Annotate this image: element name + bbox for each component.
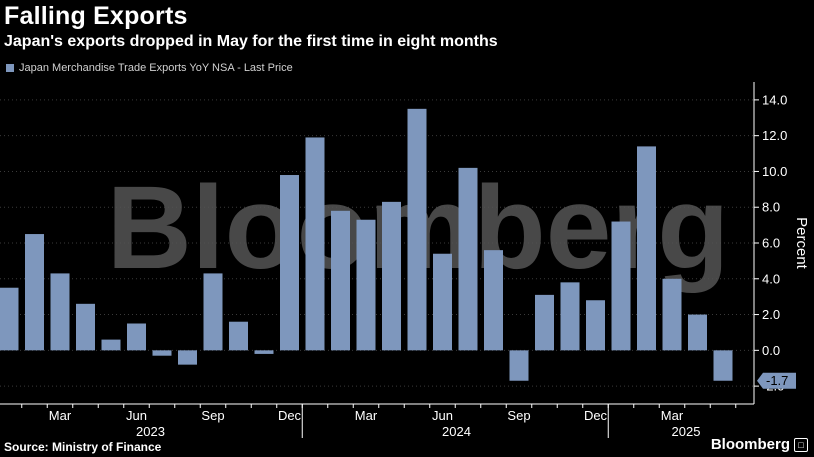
bar bbox=[433, 253, 452, 351]
bar bbox=[484, 250, 503, 351]
bar bbox=[458, 167, 478, 351]
brand-logo: Bloomberg □ bbox=[711, 436, 808, 453]
x-tick-label: Mar bbox=[355, 408, 378, 423]
bar bbox=[0, 287, 19, 351]
x-tick-label: Mar bbox=[49, 408, 72, 423]
brand-chart-icon: □ bbox=[794, 437, 808, 452]
x-tick-label: Dec bbox=[278, 408, 302, 423]
x-tick-label: Sep bbox=[201, 408, 224, 423]
x-tick-label: Jun bbox=[432, 408, 453, 423]
x-year-label: 2023 bbox=[136, 424, 165, 439]
bar bbox=[713, 350, 733, 381]
bar bbox=[305, 137, 325, 351]
source-note: Source: Ministry of Finance bbox=[4, 440, 162, 454]
bar bbox=[331, 210, 350, 351]
x-tick-label: Jun bbox=[126, 408, 147, 423]
last-value-marker bbox=[757, 372, 796, 389]
y-tick-label: 12.0 bbox=[762, 128, 787, 143]
bar bbox=[254, 350, 274, 354]
bar bbox=[637, 146, 656, 351]
y-tick-label: 10.0 bbox=[762, 164, 787, 179]
bar bbox=[229, 321, 248, 351]
legend: Japan Merchandise Trade Exports YoY NSA … bbox=[6, 62, 293, 74]
bar bbox=[203, 273, 223, 351]
bar bbox=[50, 273, 70, 351]
last-value-label: -1.7 bbox=[766, 373, 788, 388]
bar bbox=[407, 108, 427, 351]
bar bbox=[356, 219, 376, 351]
bar bbox=[178, 350, 197, 365]
y-tick-label: 8.0 bbox=[762, 200, 780, 215]
x-year-label: 2024 bbox=[442, 424, 471, 439]
x-tick-label: Mar bbox=[661, 408, 684, 423]
chart-subtitle: Japan's exports dropped in May for the f… bbox=[4, 33, 498, 50]
brand-name: Bloomberg bbox=[710, 436, 790, 453]
y-tick-label: 14.0 bbox=[762, 92, 787, 107]
bar bbox=[611, 221, 631, 351]
bar bbox=[382, 201, 401, 351]
x-tick-label: Dec bbox=[584, 408, 608, 423]
bar bbox=[280, 175, 299, 351]
bar bbox=[560, 282, 580, 351]
bar bbox=[25, 234, 44, 351]
bar bbox=[586, 300, 605, 351]
bar bbox=[509, 350, 529, 381]
y-tick-label: 4.0 bbox=[762, 271, 780, 286]
bar bbox=[535, 294, 554, 351]
chart-title: Falling Exports bbox=[4, 2, 188, 30]
bar bbox=[688, 314, 707, 351]
x-year-label: 2025 bbox=[672, 424, 701, 439]
legend-swatch bbox=[6, 64, 14, 72]
y-tick-label: 0.0 bbox=[762, 343, 780, 358]
bar bbox=[127, 323, 146, 351]
y-tick-label: 6.0 bbox=[762, 236, 780, 251]
bar bbox=[76, 303, 95, 351]
y-tick-label: 2.0 bbox=[762, 307, 780, 322]
legend-label: Japan Merchandise Trade Exports YoY NSA … bbox=[19, 62, 293, 74]
bar bbox=[101, 339, 121, 351]
y-axis-title: Percent bbox=[793, 217, 810, 270]
bar bbox=[662, 278, 682, 351]
bar bbox=[152, 350, 172, 356]
x-tick-label: Sep bbox=[507, 408, 530, 423]
